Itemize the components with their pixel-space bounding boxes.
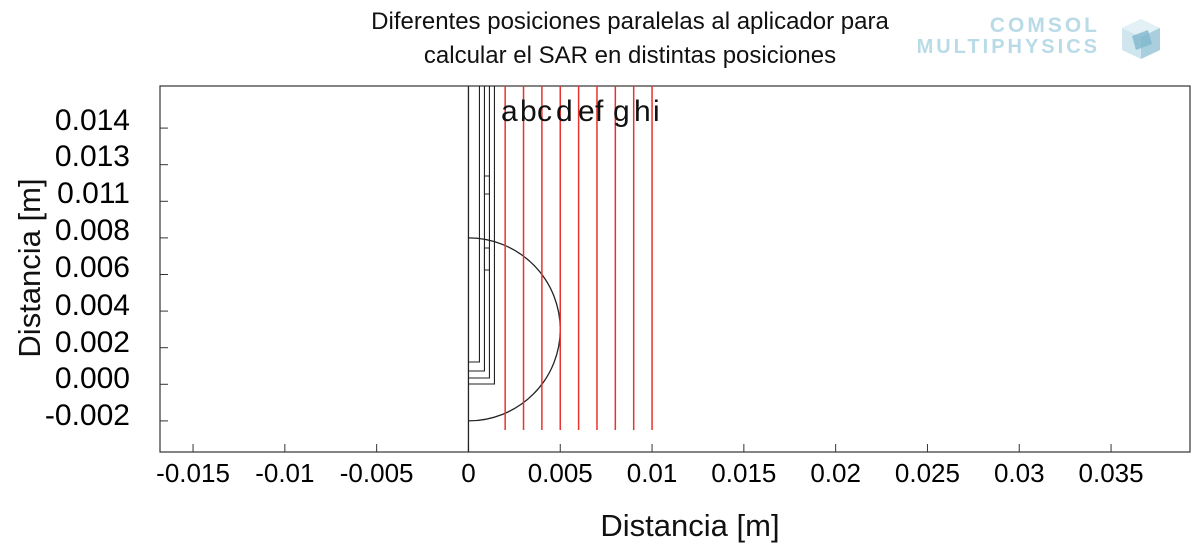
plot-frame [159, 85, 1191, 453]
x-tick-label: -0.005 [339, 458, 414, 488]
y-tick-label: 0.004 [54, 289, 130, 322]
parallel-line-label-f: f [595, 95, 604, 128]
y-tick-label: 0.000 [54, 362, 130, 395]
x-tick-label: 0 [461, 458, 476, 488]
applicator-slot-1 [483, 247, 490, 271]
y-tick-label: -0.002 [44, 399, 130, 432]
x-tick-label: 0.025 [894, 458, 960, 488]
parallel-line-label-b: b [520, 95, 537, 128]
y-tick-label: 0.013 [54, 140, 130, 173]
applicator-outline-3 [468, 86, 480, 363]
y-tick-label: 0.006 [54, 251, 130, 284]
parallel-line-label-h: h [634, 95, 651, 128]
x-tick-label: 0.02 [810, 458, 861, 488]
parallel-line-label-e: e [578, 95, 595, 128]
x-tick-label: -0.01 [255, 458, 315, 488]
y-tick-label: 0.002 [54, 326, 130, 359]
y-tick-label: 0.008 [54, 214, 130, 247]
parallel-line-label-g: g [613, 95, 630, 128]
x-tick-label: 0.03 [993, 458, 1045, 488]
applicator-outline-0 [468, 86, 495, 385]
chart-title-line-2: calcular el SAR en distintas posiciones [423, 42, 837, 69]
logo-text-line-1: COMSOL [989, 14, 1100, 37]
comsol-logo: COMSOL MULTIPHYSICS [916, 12, 1182, 64]
parallel-line-label-c: c [537, 95, 552, 128]
x-tick-label: 0.01 [626, 458, 678, 488]
logo-text-line-2: MULTIPHYSICS [916, 36, 1100, 58]
x-axis-label: Distancia [m] [600, 508, 780, 543]
chart-title-line-1: Diferentes posiciones paralelas al aplic… [371, 8, 889, 35]
x-tick-label: 0.005 [527, 458, 593, 488]
applicator-outline-2 [468, 86, 485, 372]
y-tick-label: 0.011 [57, 177, 130, 210]
parallel-line-label-a: a [501, 95, 518, 128]
y-tick-label: 0.014 [54, 104, 130, 137]
parallel-line-label-d: d [556, 95, 573, 128]
logo-cube-icon [1122, 19, 1160, 59]
x-tick-label: 0.015 [711, 458, 777, 488]
x-tick-label: 0.035 [1078, 458, 1144, 488]
x-tick-label: -0.015 [156, 458, 230, 488]
parallel-line-label-i: i [653, 95, 660, 128]
tissue-semicircle [468, 237, 561, 422]
applicator-slot-0 [483, 175, 490, 195]
y-axis-label: Distancia [m] [12, 178, 47, 358]
